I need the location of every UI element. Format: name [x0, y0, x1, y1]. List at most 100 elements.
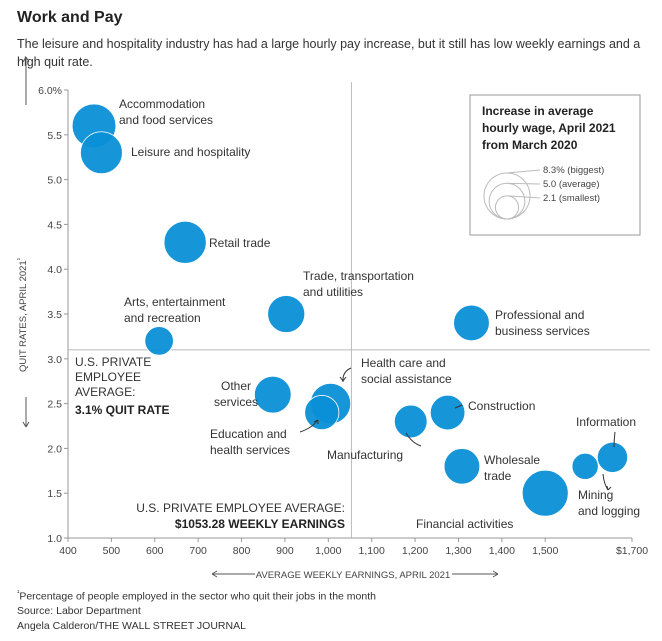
x-tick-label: 600: [146, 545, 164, 557]
point-label: business services: [495, 324, 590, 338]
y-tick-label: 5.5: [47, 130, 62, 142]
avg-quit-rate-label: U.S. PRIVATE: [75, 355, 151, 369]
avg-earnings-label: U.S. PRIVATE EMPLOYEE AVERAGE:: [136, 501, 345, 515]
point-label: services: [214, 395, 258, 409]
size-legend-leader: [506, 182, 541, 185]
data-bubble: [453, 304, 490, 342]
data-bubble: [429, 394, 466, 431]
y-axis-arrow-down: [22, 397, 30, 428]
size-legend-title: from March 2020: [482, 138, 578, 152]
data-bubble: [521, 469, 569, 517]
leader-arrowhead: [339, 376, 347, 382]
footnote: ¹Percentage of people employed in the se…: [17, 590, 376, 603]
y-axis-label: QUIT RATES, APRIL 2021¹: [17, 257, 29, 372]
point-label: Arts, entertainment: [124, 295, 226, 309]
x-tick-label: 1,100: [359, 545, 385, 557]
avg-quit-rate-value: 3.1% QUIT RATE: [75, 403, 169, 417]
footnote-mark: ¹: [17, 590, 20, 597]
size-legend-circle: [494, 195, 520, 220]
y-tick-label: 6.0%: [38, 85, 62, 97]
chart-title: Work and Pay: [17, 9, 123, 26]
point-label: and logging: [578, 504, 640, 518]
point-label: Retail trade: [209, 236, 271, 250]
avg-quit-rate-label: AVERAGE:: [75, 385, 135, 399]
size-legend-label: 2.1 (smallest): [543, 193, 600, 204]
data-bubble: [393, 404, 428, 439]
data-bubble: [267, 295, 306, 333]
leader-line: [454, 404, 463, 409]
avg-earnings-value: $1053.28 WEEKLY EARNINGS: [175, 517, 345, 531]
point-label: Trade, transportation: [303, 269, 414, 283]
size-legend-box: [469, 94, 641, 236]
x-tick-label: 900: [276, 545, 294, 557]
point-label: and utilities: [303, 285, 363, 299]
leader-line: [405, 432, 422, 447]
y-axis-arrow-up: [22, 56, 30, 105]
data-bubble: [304, 395, 340, 431]
point-label: Financial activities: [416, 517, 513, 531]
point-label: Wholesale: [484, 453, 540, 467]
data-bubble: [596, 441, 629, 473]
y-axis-label-group: QUIT RATES, APRIL 2021¹: [17, 56, 30, 428]
leader-arrowhead: [313, 419, 319, 424]
data-bubble: [571, 452, 599, 480]
y-tick-label: 5.0: [47, 175, 62, 187]
point-label: Mining: [578, 488, 613, 502]
data-bubble: [163, 220, 207, 264]
x-tick-label: 400: [59, 545, 77, 557]
point-label: Construction: [468, 399, 535, 413]
x-tick-label: 1,400: [489, 545, 515, 557]
point-label: and food services: [119, 113, 213, 127]
size-legend-title: Increase in average: [482, 104, 594, 118]
y-tick-label: 3.5: [47, 309, 62, 321]
x-tick-label: 700: [189, 545, 207, 557]
y-tick-label: 3.0: [47, 354, 62, 366]
point-label: Leisure and hospitality: [131, 145, 250, 159]
data-bubble: [144, 326, 174, 356]
point-label: Other: [221, 379, 251, 393]
x-axis-arrow-right: [452, 570, 499, 578]
x-tick-label: 1,300: [445, 545, 471, 557]
point-label: Professional and: [495, 308, 584, 322]
avg-quit-rate-label: EMPLOYEE: [75, 370, 141, 384]
leader-line: [299, 419, 319, 433]
x-tick-label: 1,200: [402, 545, 428, 557]
y-axis-footnote-mark: ¹: [17, 257, 24, 260]
point-label: social assistance: [361, 372, 452, 386]
point-label: health services: [210, 443, 290, 457]
data-bubble: [253, 375, 292, 414]
size-legend-title: hourly wage, April 2021: [482, 121, 616, 135]
scatter-chart: 1.0 1.5 2.0 2.5 3.0 3.5 4.0 4.5 5.0 5.5 6.0% 400 500…: [17, 56, 650, 581]
source-note: Source: Labor Department: [17, 605, 141, 617]
size-legend-label: 5.0 (average): [543, 179, 600, 190]
x-tick-label: 500: [103, 545, 121, 557]
data-bubble: [443, 448, 481, 485]
y-tick-label: 2.5: [47, 399, 62, 411]
size-legend-leader: [506, 195, 541, 199]
size-legend-leader: [506, 169, 541, 174]
size-legend-label: 8.3% (biggest): [543, 165, 604, 176]
x-axis-arrow-left: [211, 570, 255, 578]
x-axis-label: AVERAGE WEEKLY EARNINGS, APRIL 2021: [256, 570, 450, 581]
y-tick-label: 4.0: [47, 264, 62, 276]
point-label: and recreation: [124, 311, 201, 325]
point-label: Health care and: [361, 356, 446, 370]
chart-subtitle: The leisure and hospitality industry has…: [17, 37, 641, 69]
point-label: trade: [484, 469, 512, 483]
y-tick-label: 2.0: [47, 443, 62, 455]
x-tick-label: 1,000: [315, 545, 341, 557]
point-label: Manufacturing: [327, 448, 403, 462]
point-label: Education and: [210, 427, 287, 441]
leader-arrowhead: [606, 485, 612, 491]
point-label: Information: [576, 415, 636, 429]
point-label: Accommodation: [119, 97, 205, 111]
data-bubble: [80, 131, 123, 175]
x-tick-label: $1,700: [616, 545, 648, 557]
y-tick-label: 1.0: [47, 533, 62, 545]
x-tick-label: 1,500: [532, 545, 558, 557]
leader-line: [613, 431, 616, 448]
x-tick-label: 800: [233, 545, 251, 557]
y-tick-label: 1.5: [47, 488, 62, 500]
credit-line: Angela Calderon/THE WALL STREET JOURNAL: [17, 620, 246, 632]
